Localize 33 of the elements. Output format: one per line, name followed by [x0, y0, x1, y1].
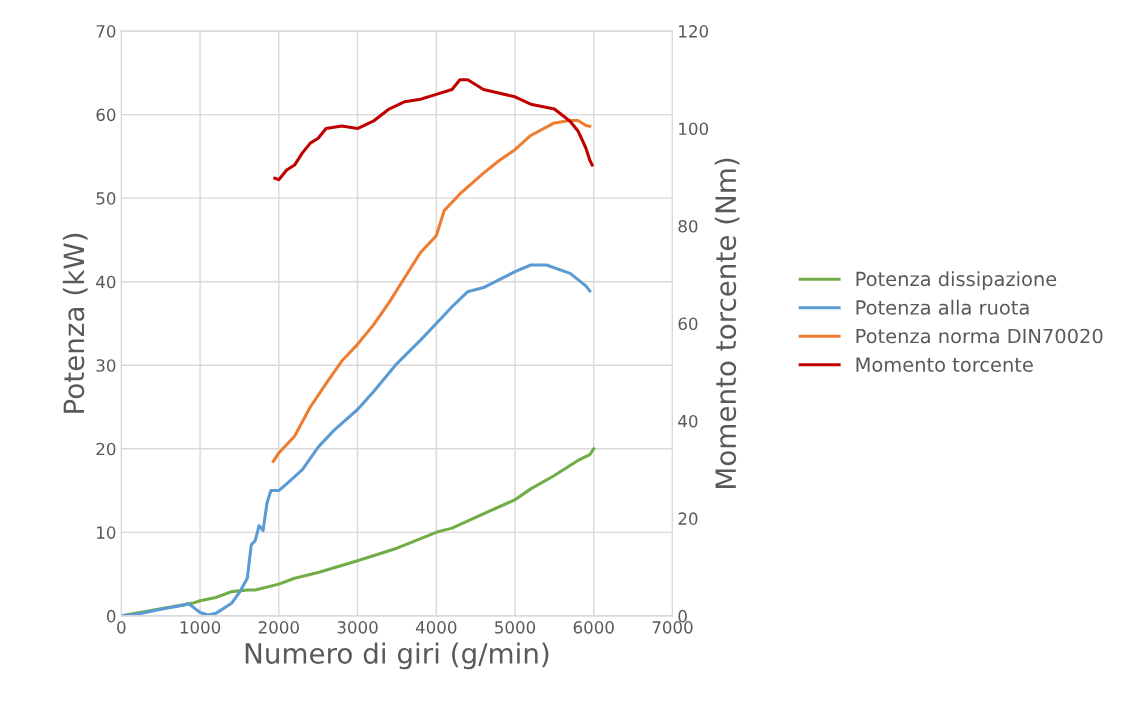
x-tick-label: 6000 — [573, 621, 614, 634]
x-axis-title: Numero di giri (g/min) — [245, 642, 549, 670]
y-tick-label: 10 — [97, 526, 116, 539]
x-tick-label: 4000 — [415, 621, 457, 634]
y2-tick-label: 0 — [678, 609, 687, 623]
line-series — [273, 78, 594, 182]
y2-tick-label: 40 — [678, 414, 698, 428]
line-series — [121, 263, 592, 616]
x-tick-label: 7000 — [652, 621, 693, 634]
legend-label: Momento torcente — [856, 357, 1033, 372]
y-tick-label: 50 — [96, 192, 116, 205]
y-tick-label: 20 — [96, 442, 116, 456]
y-tick-label: 30 — [96, 359, 116, 372]
y-tick-label: 0 — [106, 609, 116, 623]
y2-tick-label: 20 — [678, 512, 698, 525]
y-tick-label: 60 — [96, 108, 116, 122]
y2-tick-label: 120 — [679, 25, 709, 38]
x-tick-label: 2000 — [258, 621, 299, 634]
x-tick-label: 1000 — [180, 621, 221, 634]
y2-tick-label: 80 — [678, 219, 698, 233]
y2-tick-label: 100 — [679, 122, 709, 136]
x-tick-label: 3000 — [337, 621, 378, 634]
legend-label: Potenza dissipazione — [856, 271, 1057, 291]
legend-label: Potenza alla ruota — [856, 299, 1029, 315]
line-series — [271, 118, 592, 463]
y-tick-label: 40 — [96, 275, 116, 289]
y-tick-label: 70 — [96, 25, 116, 38]
y-axis-title: Potenza (kW) — [62, 233, 88, 413]
x-tick-label: 0 — [117, 621, 126, 634]
legend-label: Potenza norma DIN70020 — [856, 328, 1103, 344]
y2-tick-label: 60 — [678, 317, 698, 331]
y2-axis-title: Momento torcente (Nm) — [714, 158, 740, 488]
x-tick-label: 5000 — [495, 621, 536, 634]
